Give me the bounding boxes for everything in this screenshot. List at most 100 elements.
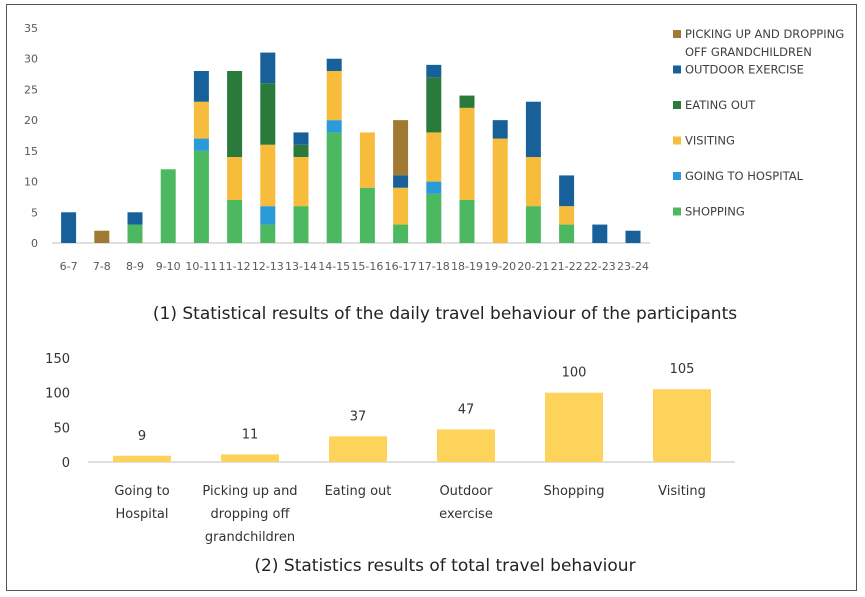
bar-segment-visiting <box>193 101 209 139</box>
legend-label: OUTDOOR EXERCISE <box>685 63 804 77</box>
bar-segment-visiting <box>359 132 375 188</box>
y-tick-label: 10 <box>24 176 38 189</box>
data-label: 47 <box>458 402 475 417</box>
bar-segment-going-to-hospital <box>193 138 209 151</box>
bar-segment-shopping <box>559 224 575 243</box>
data-label: 100 <box>562 366 587 381</box>
x-tick-label: 15-16 <box>351 260 383 273</box>
y-tick-label: 0 <box>62 456 70 471</box>
y-tick-label: 25 <box>24 83 38 96</box>
legend-swatch-going-to-hospital <box>673 172 681 180</box>
bar-segment-eating-out <box>227 71 243 157</box>
bar-segment-going-to-hospital <box>426 181 442 194</box>
legend-swatch-visiting <box>673 136 681 145</box>
bar-segment-outdoor-exercise <box>326 58 342 71</box>
y-tick-label: 150 <box>45 352 70 367</box>
bar-segment-shopping <box>127 224 143 243</box>
bar-segment-outdoor-exercise <box>592 224 608 243</box>
bar-outdoor-exercise <box>437 429 495 462</box>
bar-segment-shopping <box>193 150 209 243</box>
x-tick-label: 7-8 <box>93 260 111 273</box>
x-tick-label: 23-24 <box>617 260 649 273</box>
bar-segment-visiting <box>559 206 575 225</box>
bar-segment-visiting <box>459 107 475 200</box>
bar-segment-outdoor-exercise <box>193 71 209 102</box>
category-label: Shopping <box>543 484 604 499</box>
bar-segment-visiting <box>326 71 342 121</box>
x-tick-label: 19-20 <box>484 260 516 273</box>
bar-segment-outdoor-exercise <box>426 64 442 78</box>
bar-segment-outdoor-exercise <box>293 132 309 145</box>
bar-segment-shopping <box>293 206 309 243</box>
bar-segment-visiting <box>227 157 243 200</box>
x-tick-label: 10-11 <box>185 260 217 273</box>
legend-label: PICKING UP AND DROPPING OFF GRANDCHILDREN <box>685 27 844 59</box>
data-label: 11 <box>242 427 259 442</box>
bar-segment-outdoor-exercise <box>525 101 541 157</box>
bar-segment-shopping <box>459 200 475 243</box>
x-tick-label: 18-19 <box>451 260 483 273</box>
bar-segment-going-to-hospital <box>260 206 276 225</box>
bar-segment-outdoor-exercise <box>61 212 77 243</box>
legend-label: EATING OUT <box>685 98 756 112</box>
bar-segment-outdoor-exercise <box>492 120 508 139</box>
x-tick-label: 21-22 <box>551 260 583 273</box>
bar-segment-outdoor-exercise <box>260 52 276 84</box>
bar-segment-eating-out <box>426 77 442 133</box>
bar-segment-shopping <box>525 206 541 243</box>
x-tick-label: 12-13 <box>252 260 284 273</box>
bar-segment-visiting <box>393 187 409 225</box>
bar-eating-out <box>329 436 387 462</box>
y-tick-label: 5 <box>31 206 38 219</box>
y-tick-label: 15 <box>24 145 38 158</box>
category-label: Outdoor exercise <box>439 484 493 522</box>
bar-segment-eating-out <box>459 95 475 108</box>
stacked-bar-chart: 0 5 10 15 20 25 30 35 6-7 7-8 8-9 9-10 10-11 11-12 12… <box>24 22 844 324</box>
bar-segment-picking-up-and-dropping-off-grandchildren <box>94 230 110 243</box>
legend-swatch-eating-out <box>673 101 681 109</box>
y-tick-label: 100 <box>45 387 70 402</box>
x-tick-label: 14-15 <box>318 260 350 273</box>
bar-segment-outdoor-exercise <box>393 175 409 188</box>
category-label: Picking up and dropping off grandchildren <box>202 484 297 545</box>
legend-label: GOING TO HOSPITAL <box>685 169 804 183</box>
legend-swatch-picking-up-and-dropping-off-grandchildren <box>673 30 681 38</box>
bar-segment-shopping <box>160 169 176 243</box>
bar-picking-up-and-dropping-off-grandchildren <box>221 454 279 462</box>
legend-label: SHOPPING <box>685 205 745 219</box>
bar-segment-shopping <box>260 224 276 243</box>
x-tick-label: 9-10 <box>156 260 181 273</box>
bar-segment-outdoor-exercise <box>559 175 575 207</box>
y-tick-label: 20 <box>24 114 38 127</box>
x-tick-label: 16-17 <box>385 260 417 273</box>
x-tick-label: 17-18 <box>418 260 450 273</box>
bar-segment-picking-up-and-dropping-off-grandchildren <box>393 120 409 176</box>
x-tick-label: 11-12 <box>219 260 251 273</box>
bar-visiting <box>653 389 711 462</box>
bar-segment-shopping <box>227 200 243 243</box>
x-tick-label: 6-7 <box>60 260 78 273</box>
y-tick-label: 35 <box>24 22 38 35</box>
bar-segment-visiting <box>293 157 309 207</box>
x-tick-label: 13-14 <box>285 260 317 273</box>
y-tick-label: 50 <box>53 421 70 436</box>
bar-going-to-hospital <box>113 455 171 462</box>
bar-segment-outdoor-exercise <box>127 212 143 225</box>
legend-swatch-shopping <box>673 207 681 216</box>
chart1-caption: (1) Statistical results of the daily tra… <box>153 304 737 324</box>
bar-segment-shopping <box>359 187 375 243</box>
bar-segment-shopping <box>326 132 342 243</box>
bar-segment-visiting <box>525 157 541 207</box>
data-label: 105 <box>670 362 695 377</box>
y-tick-label: 30 <box>24 53 38 66</box>
bar-segment-visiting <box>492 138 508 243</box>
figure-frame <box>6 4 857 591</box>
x-tick-label: 20-21 <box>517 260 549 273</box>
category-label: Going to Hospital <box>114 484 169 522</box>
bar-segment-visiting <box>426 132 442 182</box>
legend-label: VISITING <box>685 134 735 148</box>
bar-segment-eating-out <box>260 83 276 145</box>
x-tick-label: 8-9 <box>126 260 144 273</box>
data-label: 9 <box>138 429 146 444</box>
